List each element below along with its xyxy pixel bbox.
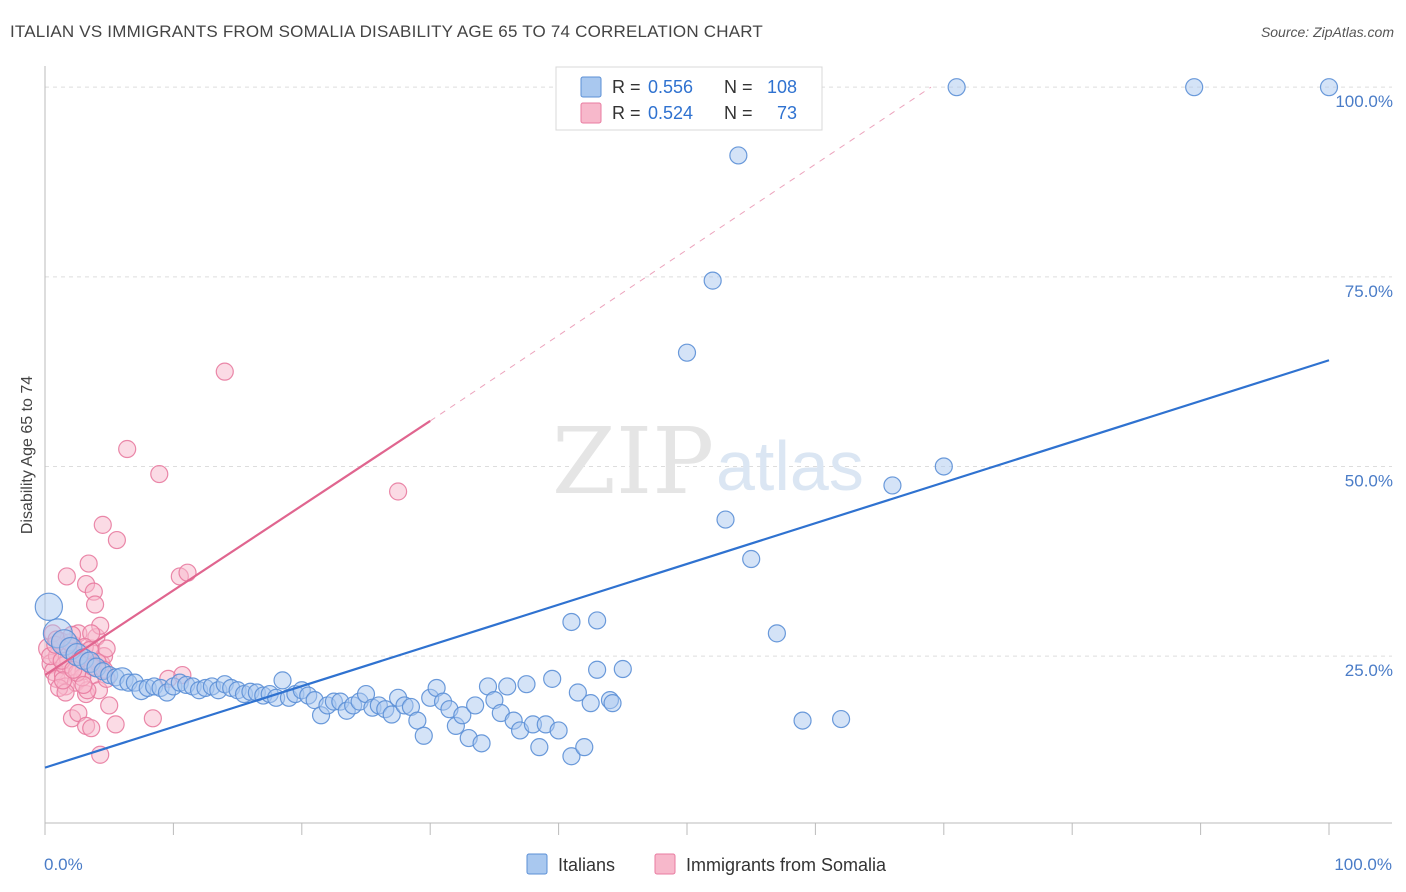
correlation-legend: R = 0.556 N = 108 R = 0.524 N = 73	[555, 66, 823, 131]
legend-r-value-somalia: 0.524	[648, 103, 693, 123]
italians-point-78	[543, 669, 562, 688]
italians-point-94	[767, 624, 786, 643]
y-tick-label-2: 75.0%	[1345, 282, 1393, 301]
somalia-point-36	[389, 482, 408, 501]
axes	[44, 66, 1392, 835]
somalia-point-30	[107, 530, 127, 550]
somalia-point-34	[178, 563, 197, 582]
italians-point-76	[530, 738, 549, 757]
trend-lines	[44, 86, 1330, 769]
legend-n-value-italians: 108	[767, 77, 797, 97]
italians-point-100	[947, 78, 966, 97]
gridlines	[45, 86, 1392, 657]
trend-line-somalia	[44, 420, 431, 676]
somalia-point-35	[215, 362, 234, 381]
italians-point-74	[517, 675, 536, 694]
somalia-point-29	[93, 515, 112, 534]
italians-point-97	[729, 146, 748, 165]
watermark-atlas: atlas	[716, 427, 864, 505]
italians-point-0	[34, 592, 64, 622]
legend-r-label-somalia: R =	[612, 103, 641, 123]
italians-point-92	[716, 510, 735, 529]
legend-swatch-somalia	[580, 102, 602, 124]
italians-point-90	[793, 711, 812, 730]
legend-r-value-italians: 0.556	[648, 77, 693, 97]
watermark: ZIP atlas	[552, 408, 864, 515]
x-tick-label-max: 100.0%	[1334, 855, 1392, 874]
somalia-point-31	[118, 439, 137, 459]
italians-point-95	[677, 343, 697, 362]
italians-point-86	[613, 659, 632, 679]
italians-point-88	[562, 612, 581, 632]
bottom-legend-label-somalia: Immigrants from Somalia	[686, 855, 887, 875]
italians-point-87	[603, 694, 622, 713]
trend-line-italians	[44, 359, 1330, 769]
watermark-zip: ZIP	[552, 408, 714, 515]
italians-point-80	[562, 747, 581, 766]
legend-n-label-somalia: N =	[724, 103, 753, 123]
legend-swatch-italians	[580, 76, 602, 98]
italians-point-99	[934, 457, 953, 476]
somalia-point-27	[85, 595, 105, 614]
italians-point-101	[1185, 78, 1204, 97]
italians-point-58	[414, 726, 433, 745]
somalia-point-40	[82, 719, 101, 738]
italians-point-98	[883, 476, 902, 495]
chart-title: ITALIAN VS IMMIGRANTS FROM SOMALIA DISAB…	[10, 22, 763, 41]
somalia-point-32	[150, 464, 169, 484]
italians-point-83	[581, 694, 600, 713]
italians-point-66	[466, 696, 485, 715]
italians-point-53	[382, 705, 401, 724]
series-legend: Italians Immigrants from Somalia	[526, 853, 887, 875]
x-tick-labels: 0.0% 100.0%	[44, 855, 1392, 874]
italians-point-84	[588, 660, 607, 679]
somalia-point-45	[100, 696, 119, 715]
somalia-point-71	[74, 675, 93, 695]
italians-point-36	[273, 671, 292, 690]
somalia-point-44	[143, 709, 162, 728]
italians-point-102	[1319, 78, 1339, 97]
bottom-legend-swatch-italians	[526, 853, 548, 875]
bottom-legend-label-italians: Italians	[558, 855, 615, 875]
legend-n-label-italians: N =	[724, 77, 753, 97]
somalia-point-24	[57, 567, 76, 586]
bottom-legend-swatch-somalia	[654, 853, 676, 875]
italians-point-89	[588, 611, 607, 630]
somalia-point-43	[106, 715, 125, 734]
italians-point-64	[453, 706, 472, 725]
series-italians-points	[34, 78, 1339, 766]
somalia-point-28	[79, 554, 98, 573]
italians-point-81	[575, 738, 594, 757]
trend-line-somalia-extension	[429, 86, 932, 422]
italians-point-82	[568, 683, 587, 702]
italians-point-57	[408, 711, 427, 730]
y-tick-label-0: 25.0%	[1345, 661, 1393, 680]
y-tick-labels: 25.0% 50.0% 75.0% 100.0%	[1335, 92, 1393, 680]
italians-point-96	[703, 271, 722, 290]
y-tick-label-3: 100.0%	[1335, 92, 1393, 111]
legend-n-value-somalia: 73	[777, 103, 797, 123]
italians-point-91	[831, 709, 851, 729]
italians-point-79	[549, 721, 568, 740]
italians-point-71	[498, 677, 517, 696]
italians-point-67	[472, 734, 491, 753]
source-label: Source: ZipAtlas.com	[1260, 24, 1394, 40]
italians-point-93	[742, 549, 761, 569]
legend-r-label-italians: R =	[612, 77, 641, 97]
y-tick-label-1: 50.0%	[1345, 471, 1393, 490]
x-tick-label-min: 0.0%	[44, 855, 83, 874]
